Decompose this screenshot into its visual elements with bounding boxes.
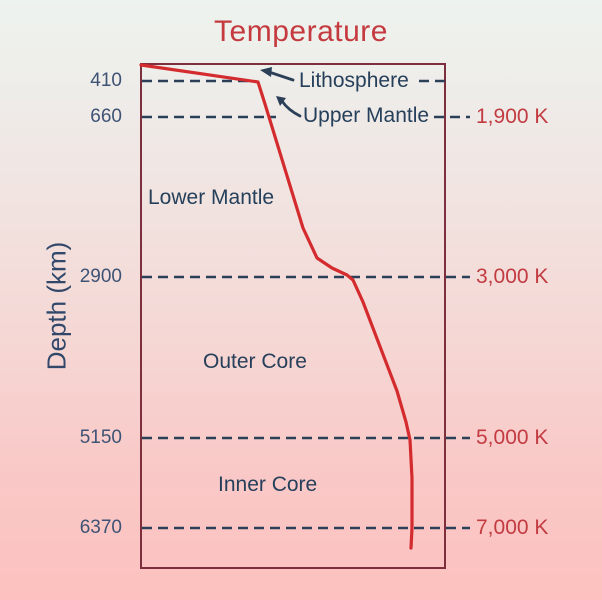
layer-label-lithosphere: Lithosphere <box>299 69 409 92</box>
layer-label-upper-mantle: Upper Mantle <box>303 104 430 127</box>
temp-label-5000k: 5,000 K <box>476 426 549 449</box>
y-axis-label: Depth (km) <box>41 241 72 371</box>
chart-title: Temperature <box>214 15 388 48</box>
depth-tick-6370: 6370 <box>79 517 122 538</box>
layer-label-outer-core: Outer Core <box>203 350 307 373</box>
temp-label-3000k: 3,000 K <box>476 265 549 288</box>
temp-label-1900k: 1,900 K <box>476 105 549 128</box>
temp-label-7000k: 7,000 K <box>476 516 549 539</box>
depth-tick-5150: 5150 <box>79 427 122 448</box>
layer-label-inner-core: Inner Core <box>218 473 318 496</box>
depth-tick-2900: 2900 <box>79 266 122 287</box>
depth-tick-410: 410 <box>90 70 122 91</box>
depth-tick-660: 660 <box>90 106 122 127</box>
layer-label-lower-mantle: Lower Mantle <box>148 186 275 209</box>
